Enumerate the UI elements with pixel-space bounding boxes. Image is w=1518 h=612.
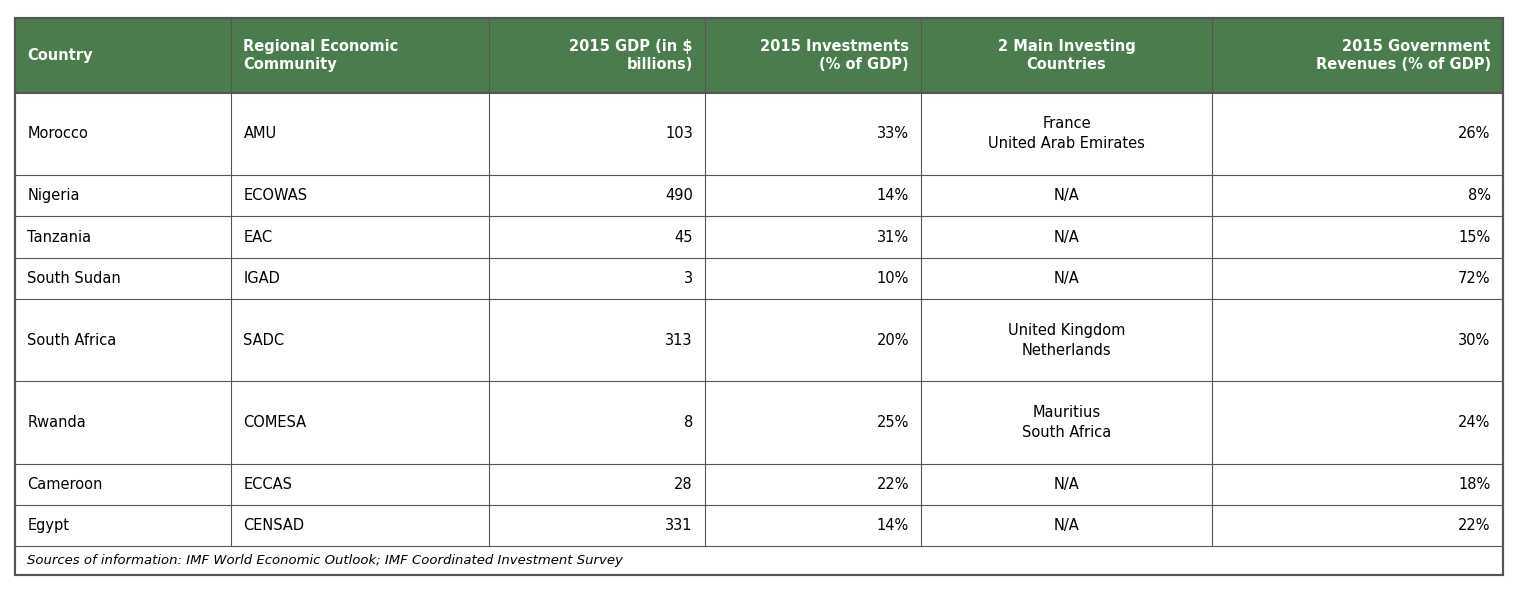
Text: Morocco: Morocco bbox=[27, 126, 88, 141]
Text: ECCAS: ECCAS bbox=[243, 477, 293, 492]
Text: 15%: 15% bbox=[1459, 230, 1491, 245]
Text: Nigeria: Nigeria bbox=[27, 188, 80, 203]
Text: 3: 3 bbox=[683, 271, 692, 286]
Text: 26%: 26% bbox=[1459, 126, 1491, 141]
Bar bbox=[15, 299, 1503, 381]
Text: AMU: AMU bbox=[243, 126, 276, 141]
Text: France
United Arab Emirates: France United Arab Emirates bbox=[988, 116, 1145, 151]
Text: N/A: N/A bbox=[1053, 230, 1079, 245]
Text: Sources of information: IMF World Economic Outlook; IMF Coordinated Investment S: Sources of information: IMF World Econom… bbox=[27, 554, 624, 567]
Text: 103: 103 bbox=[665, 126, 692, 141]
Text: 2015 Government
Revenues (% of GDP): 2015 Government Revenues (% of GDP) bbox=[1316, 39, 1491, 72]
Bar bbox=[15, 175, 1503, 217]
Text: 10%: 10% bbox=[876, 271, 909, 286]
Text: Egypt: Egypt bbox=[27, 518, 70, 533]
Text: Mauritius
South Africa: Mauritius South Africa bbox=[1022, 405, 1111, 440]
Text: 8%: 8% bbox=[1468, 188, 1491, 203]
Text: 490: 490 bbox=[665, 188, 692, 203]
Text: 22%: 22% bbox=[1459, 518, 1491, 533]
Text: Cameroon: Cameroon bbox=[27, 477, 103, 492]
Text: 30%: 30% bbox=[1459, 333, 1491, 348]
Bar bbox=[15, 464, 1503, 505]
Text: United Kingdom
Netherlands: United Kingdom Netherlands bbox=[1008, 323, 1125, 357]
Text: COMESA: COMESA bbox=[243, 415, 307, 430]
Bar bbox=[15, 92, 1503, 175]
Text: 33%: 33% bbox=[877, 126, 909, 141]
Text: 20%: 20% bbox=[876, 333, 909, 348]
Text: 8: 8 bbox=[683, 415, 692, 430]
Bar bbox=[15, 217, 1503, 258]
Text: IGAD: IGAD bbox=[243, 271, 281, 286]
Text: 24%: 24% bbox=[1459, 415, 1491, 430]
Text: 28: 28 bbox=[674, 477, 692, 492]
Text: 2 Main Investing
Countries: 2 Main Investing Countries bbox=[997, 39, 1135, 72]
Text: N/A: N/A bbox=[1053, 188, 1079, 203]
Text: 14%: 14% bbox=[877, 518, 909, 533]
Text: N/A: N/A bbox=[1053, 477, 1079, 492]
Text: 25%: 25% bbox=[876, 415, 909, 430]
Text: N/A: N/A bbox=[1053, 518, 1079, 533]
Text: Regional Economic
Community: Regional Economic Community bbox=[243, 39, 399, 72]
Text: 331: 331 bbox=[665, 518, 692, 533]
Text: 313: 313 bbox=[665, 333, 692, 348]
Text: N/A: N/A bbox=[1053, 271, 1079, 286]
Bar bbox=[15, 381, 1503, 464]
Text: Rwanda: Rwanda bbox=[27, 415, 87, 430]
Text: 14%: 14% bbox=[877, 188, 909, 203]
Text: 18%: 18% bbox=[1459, 477, 1491, 492]
Text: 2015 GDP (in $
billions): 2015 GDP (in $ billions) bbox=[569, 39, 692, 72]
Bar bbox=[15, 505, 1503, 547]
Text: 2015 Investments
(% of GDP): 2015 Investments (% of GDP) bbox=[761, 39, 909, 72]
Text: South Sudan: South Sudan bbox=[27, 271, 121, 286]
Text: EAC: EAC bbox=[243, 230, 273, 245]
Text: 31%: 31% bbox=[877, 230, 909, 245]
Text: South Africa: South Africa bbox=[27, 333, 117, 348]
Text: Country: Country bbox=[27, 48, 93, 63]
Text: SADC: SADC bbox=[243, 333, 284, 348]
Text: 45: 45 bbox=[674, 230, 692, 245]
Text: 22%: 22% bbox=[876, 477, 909, 492]
Text: CENSAD: CENSAD bbox=[243, 518, 305, 533]
Bar bbox=[15, 258, 1503, 299]
Text: 72%: 72% bbox=[1459, 271, 1491, 286]
Text: ECOWAS: ECOWAS bbox=[243, 188, 308, 203]
Text: Tanzania: Tanzania bbox=[27, 230, 91, 245]
Bar bbox=[15, 18, 1503, 92]
